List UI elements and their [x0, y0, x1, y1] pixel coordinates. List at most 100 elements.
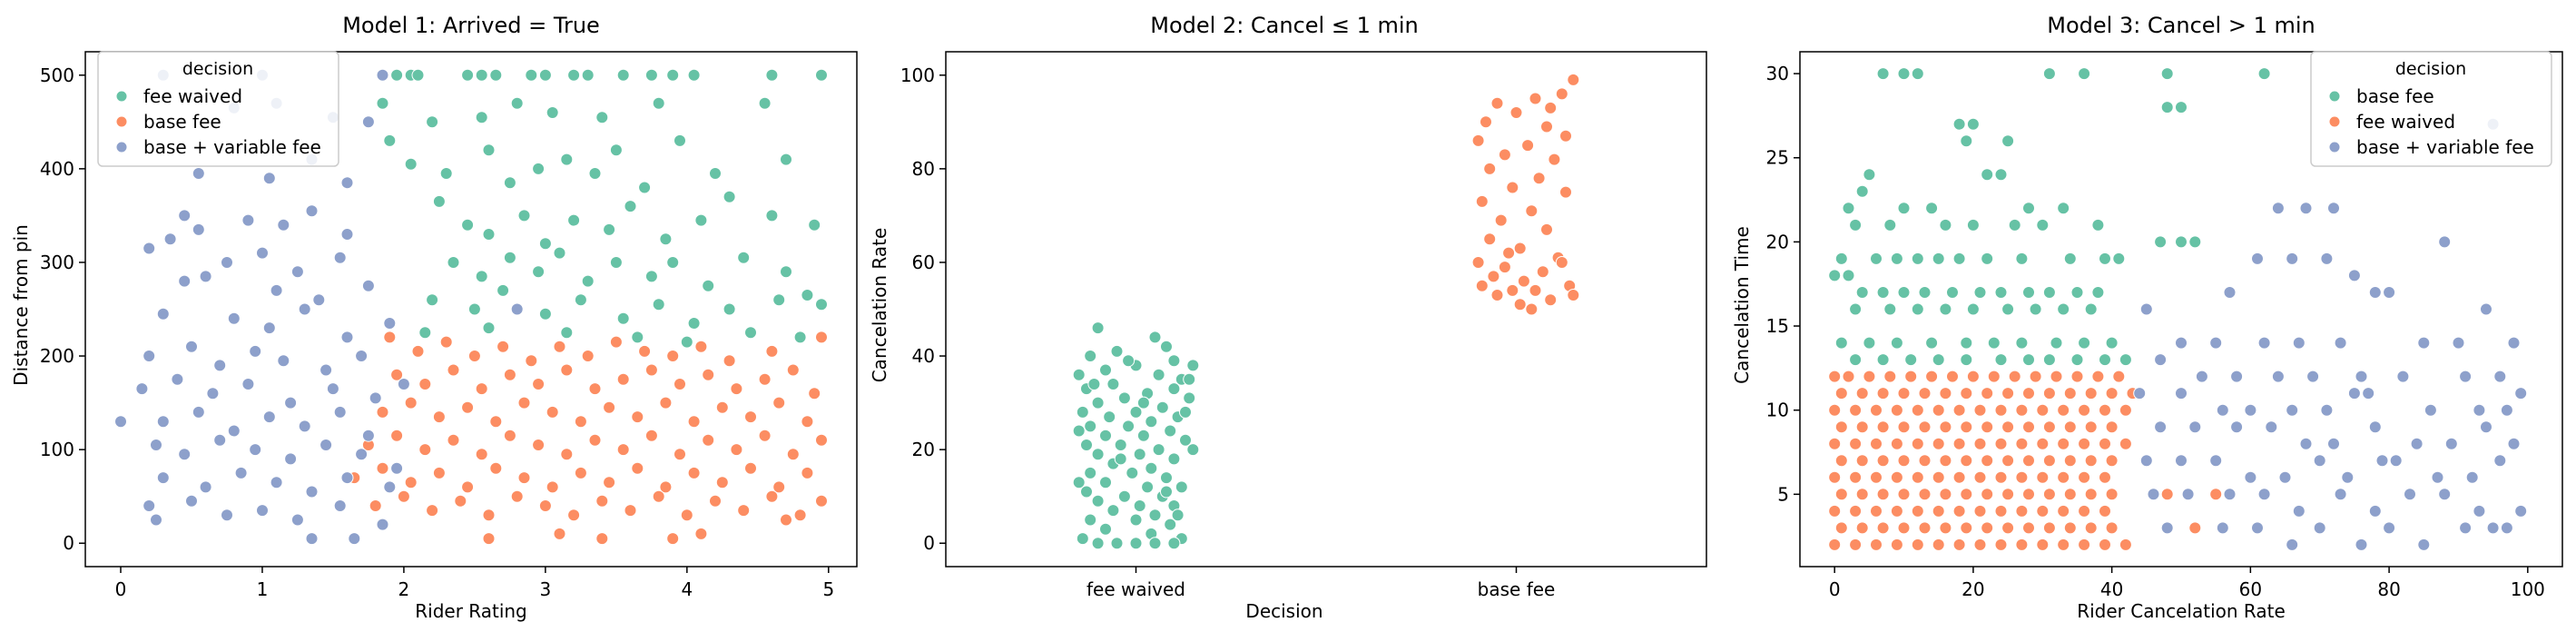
data-point — [2417, 336, 2431, 350]
data-point — [2099, 504, 2111, 518]
legend-title: decision — [182, 59, 253, 79]
data-point — [361, 279, 375, 292]
legend-marker-base-variable-fee — [115, 141, 128, 153]
data-point — [1904, 353, 1918, 367]
data-point — [305, 532, 319, 546]
data-point — [1987, 370, 2001, 383]
data-point — [178, 448, 192, 461]
data-point — [361, 429, 375, 442]
y-tick-label: 20 — [1766, 231, 1789, 252]
data-point — [2473, 403, 2486, 417]
data-point — [2057, 202, 2070, 215]
data-point — [2084, 302, 2098, 316]
data-point — [1513, 242, 1527, 255]
data-point — [574, 415, 587, 429]
data-point — [2091, 218, 2105, 232]
data-point — [503, 251, 516, 264]
data-point — [2042, 488, 2056, 501]
data-point — [2070, 286, 2084, 299]
data-point — [532, 265, 546, 279]
data-point — [199, 480, 212, 494]
data-point — [2514, 387, 2528, 400]
data-point — [2050, 370, 2063, 383]
data-point — [1834, 454, 1848, 468]
data-point — [532, 162, 546, 175]
data-point — [2099, 470, 2111, 484]
data-point — [1099, 429, 1112, 442]
data-point — [2188, 235, 2202, 249]
data-point — [624, 504, 637, 518]
data-point — [581, 68, 595, 82]
data-point — [595, 111, 609, 124]
data-point — [1110, 344, 1124, 358]
data-point — [1114, 452, 1127, 466]
data-point — [1544, 293, 1558, 307]
data-point — [546, 405, 559, 419]
data-point — [1911, 504, 1924, 518]
data-point — [673, 133, 686, 147]
data-point — [2133, 387, 2147, 400]
data-point — [2507, 437, 2521, 450]
data-point — [262, 321, 276, 335]
data-point — [2459, 370, 2473, 383]
data-point — [2368, 504, 2382, 518]
data-point — [1890, 504, 1903, 518]
data-point — [2042, 387, 2056, 400]
data-point — [723, 302, 736, 316]
data-point — [1521, 139, 1535, 153]
data-point — [2022, 454, 2035, 468]
data-point — [1502, 246, 1516, 260]
data-point — [595, 494, 609, 508]
data-point — [2112, 252, 2126, 265]
data-point — [1148, 537, 1162, 550]
data-point — [2465, 470, 2479, 484]
data-point — [532, 378, 546, 390]
data-point — [2001, 488, 2015, 501]
x-tick-label: 0 — [115, 578, 127, 600]
data-point — [2257, 336, 2271, 350]
data-point — [489, 68, 503, 82]
data-point — [2493, 454, 2507, 468]
data-point — [1960, 488, 1973, 501]
data-point — [652, 298, 665, 311]
data-point — [644, 363, 658, 377]
data-point — [1855, 521, 1869, 535]
plot-area: 0 20 40 60 80 100 fee waived base fee — [900, 51, 1707, 600]
legend-label: base + variable fee — [2356, 136, 2534, 158]
data-point — [715, 476, 729, 489]
data-point — [475, 382, 488, 396]
data-point — [538, 68, 552, 82]
data-point — [1960, 134, 1973, 148]
data-point — [2063, 420, 2077, 434]
data-point — [510, 96, 524, 110]
data-point — [234, 466, 248, 479]
data-point — [2175, 454, 2188, 468]
data-point — [2001, 454, 2015, 468]
data-point — [1494, 213, 1508, 227]
data-point — [192, 222, 205, 236]
data-point — [178, 209, 192, 222]
data-point — [2105, 336, 2119, 350]
data-point — [1870, 252, 1883, 265]
x-tick-label: 100 — [2511, 578, 2545, 600]
x-tick-label: base fee — [1478, 578, 1556, 600]
data-point — [1179, 433, 1192, 447]
data-point — [1842, 202, 1855, 215]
data-point — [609, 256, 623, 269]
data-point — [1133, 448, 1146, 461]
x-tick-label: 3 — [540, 578, 552, 600]
data-point — [249, 344, 262, 358]
data-point — [702, 433, 715, 447]
panel-model-2: 0 20 40 60 80 100 fee waived base fee Model 2: … — [869, 13, 1707, 622]
data-point — [2022, 420, 2035, 434]
legend: decision base fee fee waived base + vari… — [2310, 51, 2552, 167]
data-point — [2438, 235, 2452, 249]
data-point — [411, 68, 425, 82]
y-tick-label: 40 — [912, 345, 935, 367]
data-point — [1129, 405, 1143, 419]
series — [2133, 117, 2528, 551]
data-point — [1498, 148, 1511, 162]
data-point — [503, 176, 516, 190]
data-point — [2175, 336, 2188, 350]
